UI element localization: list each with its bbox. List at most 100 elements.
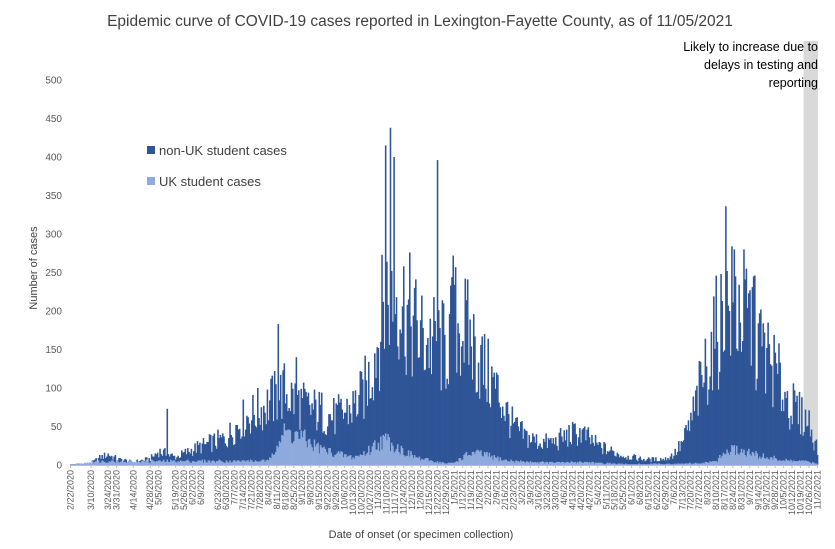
bar-uk [372,442,375,465]
bar-uk [84,462,87,465]
bar-uk [586,461,588,465]
bar-uk [276,445,278,465]
bar-non-uk [180,450,183,465]
bar-uk [288,429,290,465]
bar-non-uk [696,385,698,465]
bar-uk [459,458,462,465]
bar-uk [311,447,313,465]
bar-uk [615,464,617,465]
bar-non-uk [427,337,429,465]
bar-uk [445,463,447,465]
x-tick-label: 11/17/2020 [390,470,400,514]
bar-non-uk [803,431,806,465]
bar-uk [693,463,696,465]
bar-non-uk [611,450,614,465]
bar-uk [258,461,260,465]
bar-non-uk [612,451,615,465]
x-tick-label: 4/14/2020 [128,470,138,510]
bar-non-uk [264,412,266,465]
bar-non-uk [632,455,634,465]
bar-non-uk [409,252,411,465]
bar-uk [267,460,270,465]
bar-non-uk [261,430,264,465]
y-tick-label: 300 [45,230,62,241]
bar-non-uk [664,457,667,465]
bar-uk [343,454,346,465]
bar-non-uk [197,444,200,465]
bar-uk [764,458,767,465]
bar-uk [754,455,756,465]
x-tick-label: 7/27/2021 [694,470,704,510]
bar-uk [170,459,172,465]
bar-uk [340,451,342,465]
bar-uk [190,462,193,465]
bar-uk [387,434,389,465]
bar-uk [316,444,318,465]
bar-uk [284,430,287,465]
x-tick-label: 8/11/2020 [272,470,282,509]
bar-uk [269,457,271,465]
bar-uk [652,463,655,465]
bar-non-uk [364,355,366,465]
bar-uk [389,451,392,465]
bar-uk [301,437,304,465]
bar-uk [702,462,704,465]
x-tick-label: 5/26/2020 [179,470,189,510]
bar-non-uk [193,451,195,465]
bar-uk [377,442,380,465]
bar-non-uk [162,449,165,465]
bar-non-uk [585,440,587,465]
bar-non-uk [389,127,392,466]
x-tick-label: 10/27/2020 [365,470,375,515]
bar-non-uk [685,424,687,465]
bar-uk [248,461,251,465]
bar-non-uk [290,382,293,465]
bar-non-uk [538,445,540,465]
bar-uk [78,463,81,465]
bar-uk [609,462,611,465]
bar-uk [345,454,347,465]
bar-uk [678,463,680,465]
bar-uk [201,459,204,465]
bar-non-uk [238,428,241,465]
bar-non-uk [200,453,202,465]
bar-non-uk [228,438,230,465]
bar-non-uk [294,383,296,465]
x-tick-label: 11/2/2021 [812,470,822,509]
bar-uk [512,461,515,465]
bar-uk [215,461,218,465]
bar-non-uk [375,377,377,465]
bar-non-uk [589,444,592,465]
bar-non-uk [366,405,369,465]
bar-non-uk [606,451,609,465]
bar-non-uk [633,454,635,465]
bar-uk [667,464,669,465]
bar-uk [526,461,528,465]
bar-non-uk [644,461,646,465]
bar-non-uk [104,458,107,465]
bar-non-uk [469,319,471,465]
bar-uk [534,461,537,465]
x-tick-label: 5/25/2021 [618,470,628,510]
bar-uk [253,461,255,465]
non-uk-student-cases-series [70,127,819,466]
bar-uk [491,455,493,465]
bar-non-uk [714,348,716,465]
bar-non-uk [790,415,792,465]
bar-uk [669,464,672,465]
bar-uk [384,433,387,465]
x-tick-label: 7/6/2021 [669,470,679,505]
bar-uk [243,460,246,465]
bar-uk [641,464,644,465]
bar-uk [213,461,216,465]
x-tick-label: 10/19/2021 [796,470,806,515]
bar-non-uk [556,445,558,465]
y-tick-label: 0 [56,461,62,472]
bar-non-uk [419,320,422,465]
bar-uk [417,458,420,465]
bar-non-uk [413,287,416,465]
bar-non-uk [627,455,629,465]
bar-non-uk [406,304,409,465]
bar-non-uk [690,412,692,465]
bar-uk [103,461,106,465]
